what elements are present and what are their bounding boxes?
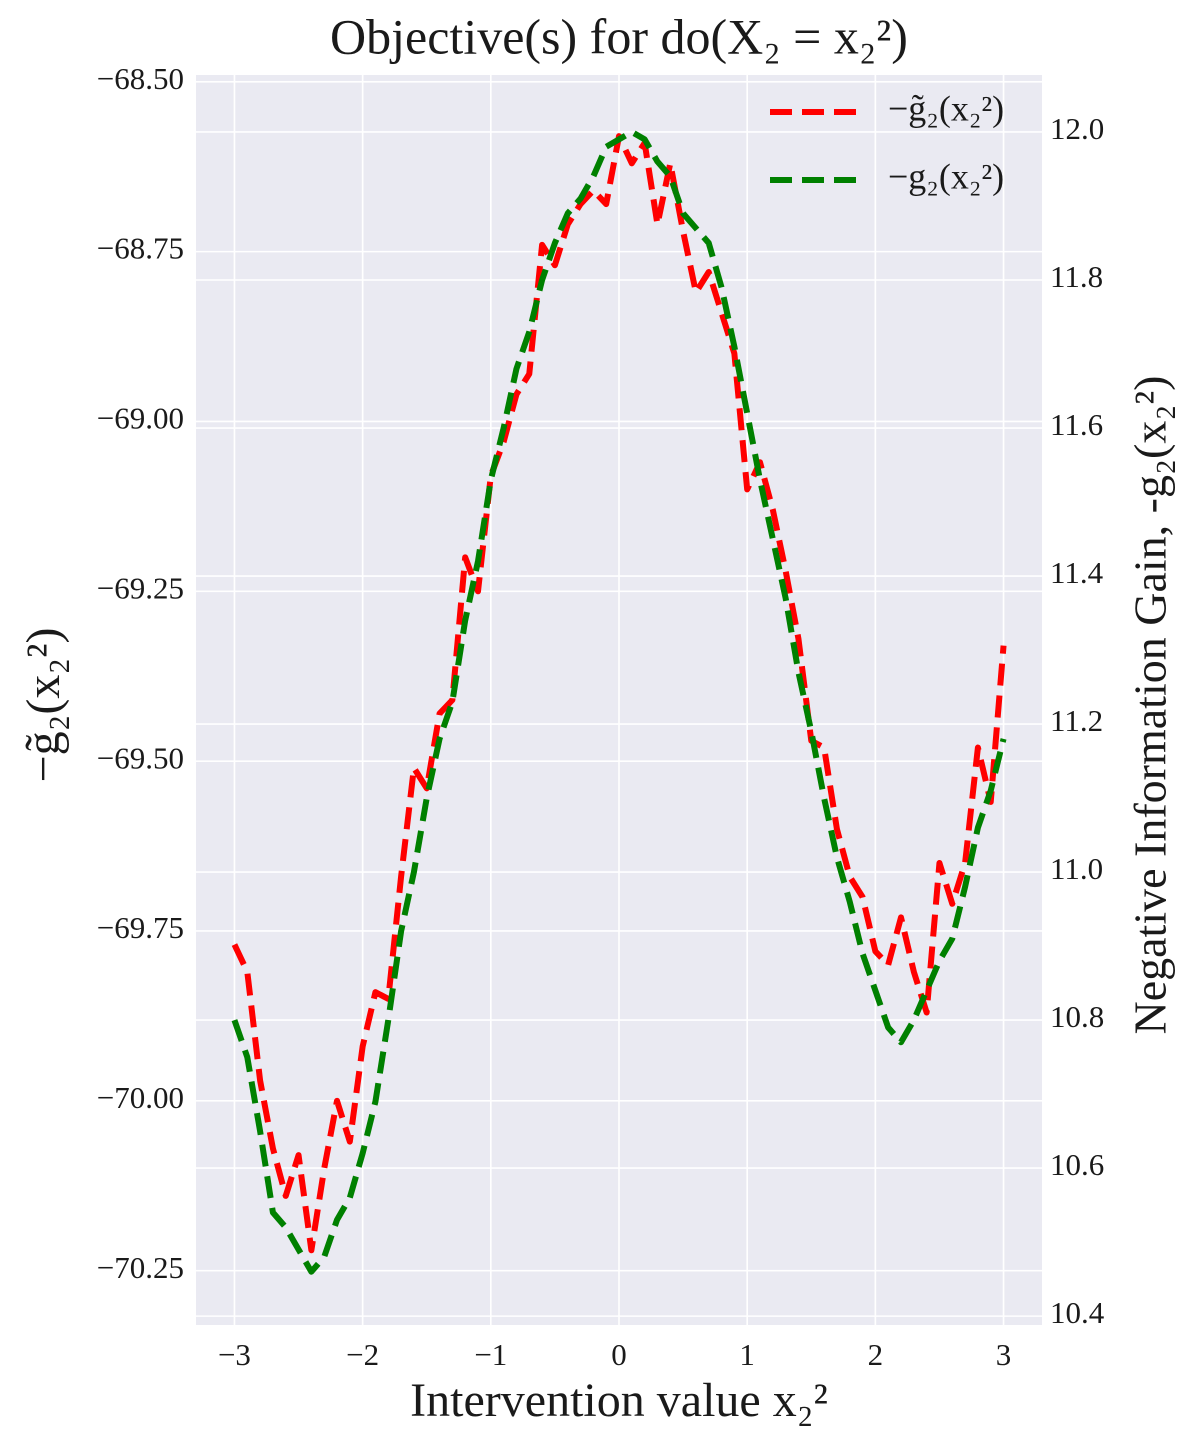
y2-tick-label: 11.0 — [1050, 851, 1103, 886]
y2-tick-label: 11.6 — [1050, 407, 1103, 442]
y2-tick-label: 10.4 — [1050, 1295, 1105, 1330]
y2-tick-label: 10.8 — [1050, 999, 1104, 1034]
x-tick-label: 3 — [996, 1337, 1012, 1372]
y-tick-label: −70.00 — [97, 1080, 184, 1115]
marks — [231, 128, 1007, 1275]
grid — [196, 75, 1042, 1325]
x-tick-label: 1 — [739, 1337, 755, 1372]
legend-label: −g₂(x₂²) — [888, 156, 1004, 196]
y2-tick-label: 11.8 — [1050, 259, 1103, 294]
y-tick-label: −69.50 — [97, 740, 184, 775]
y-tick-label: −69.75 — [97, 910, 184, 945]
data-line — [231, 128, 1007, 1275]
x-axis-label: Intervention value x₂² — [410, 1374, 828, 1427]
legend: −g̃₂(x₂²) −g₂(x₂²) — [770, 88, 1004, 196]
y-axis-label: −g̃₂(x₂²) — [17, 628, 70, 783]
x-tick-label: −2 — [346, 1337, 379, 1372]
chart-title: Objective(s) for do(X₂ = x₂²) — [330, 8, 908, 64]
x-tick-label: 0 — [611, 1337, 627, 1372]
y2-axis-label: Negative Information Gain, -g₂(x₂²) — [1125, 376, 1176, 1035]
y-tick-label: −70.25 — [97, 1250, 184, 1285]
x-tick-label: −1 — [474, 1337, 507, 1372]
x-tick-label: −3 — [218, 1337, 251, 1372]
x-tick-label: 2 — [868, 1337, 884, 1372]
y2-tick-label: 11.2 — [1050, 703, 1103, 738]
y2-tick-label: 10.6 — [1050, 1147, 1104, 1182]
labels: −3 −2 −1 0 1 2 3 −68.50 −68.75 −69.00 −69.25 −69.50… — [97, 61, 1105, 1372]
y-tick-label: −68.50 — [97, 61, 184, 96]
y-tick-label: −69.00 — [97, 401, 184, 436]
y-tick-label: −68.75 — [97, 231, 184, 266]
legend-label: −g̃₂(x₂²) — [888, 88, 1004, 128]
y2-tick-label: 11.4 — [1050, 555, 1104, 590]
y-tick-label: −69.25 — [97, 570, 184, 605]
y2-tick-label: 12.0 — [1050, 111, 1104, 146]
